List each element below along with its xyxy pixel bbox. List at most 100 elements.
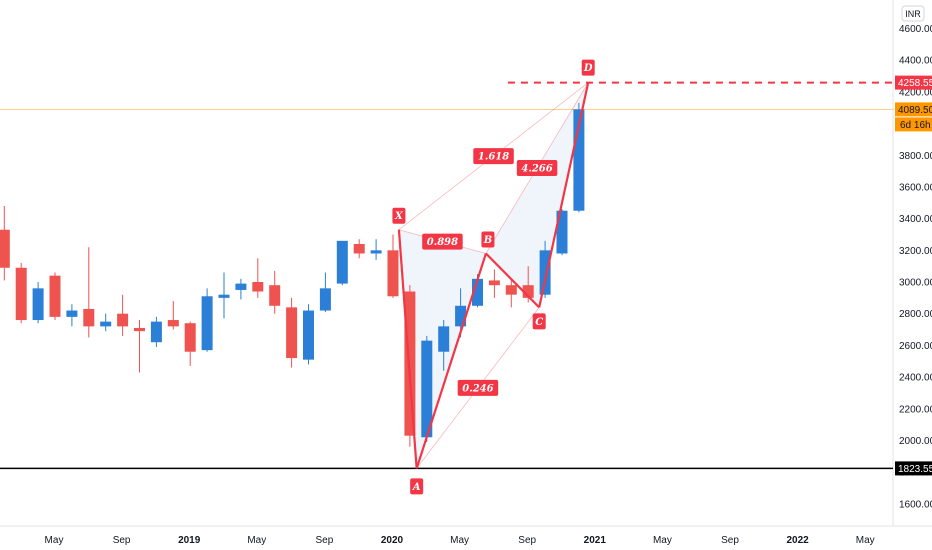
candle-body (134, 327, 145, 332)
price-tag-1823.55: 1823.55 (898, 464, 932, 475)
price-tag-4089.50: 4089.50 (898, 105, 932, 116)
candle-body (201, 296, 213, 351)
candle-body (117, 313, 129, 327)
candle-body (455, 305, 467, 327)
point-label-box (532, 313, 546, 330)
price-tick-label: 2400.00 (899, 373, 932, 384)
candle-body (573, 109, 585, 211)
price-tick-label: 4600.00 (899, 24, 932, 35)
point-label-box (392, 207, 406, 224)
point-label-X: X (394, 211, 404, 222)
candle-body (235, 283, 247, 290)
time-tick-label: May (247, 535, 266, 546)
countdown-box (895, 117, 932, 132)
time-tick-label: 2022 (786, 535, 809, 546)
candle-body (438, 326, 450, 352)
candle-body (387, 250, 399, 297)
time-tick-label: May (450, 535, 469, 546)
candle-body (421, 340, 433, 438)
candle-body (218, 294, 230, 298)
time-tick-label: Sep (316, 535, 334, 546)
price-tick-label: 2200.00 (899, 404, 932, 415)
time-tick-label: Sep (113, 535, 131, 546)
horizontal-lines (0, 81, 893, 470)
point-label-B: B (483, 235, 492, 246)
currency-badge (901, 5, 925, 22)
price-tick-label: 2800.00 (899, 309, 932, 320)
candle-body (336, 240, 348, 284)
point-label-A: A (412, 482, 421, 493)
leg-AB (415, 253, 487, 469)
currency-label: INR (905, 9, 921, 19)
candle-body (488, 280, 500, 286)
time-tick-label: May (45, 535, 64, 546)
time-tick-label: Sep (518, 535, 536, 546)
point-label-box (581, 59, 595, 76)
price-tag-box (895, 461, 932, 476)
ratio-label-box (473, 148, 514, 165)
countdown-label: 6d 16h (900, 120, 931, 131)
price-axis[interactable]: 1600.001800.002000.002200.002400.002600.… (895, 5, 932, 510)
price-tick-label: 3600.00 (899, 182, 932, 193)
point-label-C: C (535, 317, 543, 328)
price-tick-label: 2600.00 (899, 341, 932, 352)
candle-body (370, 250, 382, 254)
candle-body (319, 288, 331, 311)
price-tick-label: 4400.00 (899, 56, 932, 67)
point-label-box (410, 478, 424, 495)
ratio-label: 0.246 (462, 383, 493, 394)
time-tick-label: May (856, 535, 875, 546)
price-tick-label: 3800.00 (899, 151, 932, 162)
candle-body (49, 275, 61, 317)
price-tick-label: 3000.00 (899, 278, 932, 289)
time-axis[interactable]: May Sep 2019 May Sep 2020 May Sep 2021 May Sep 2022… (45, 535, 875, 546)
time-tick-label: 2021 (584, 535, 607, 546)
time-tick-label: May (653, 535, 672, 546)
candle-body (472, 278, 483, 306)
time-tick-label: 2019 (178, 535, 201, 546)
candle-body (556, 210, 568, 254)
plot-area (0, 0, 932, 527)
candle-body (184, 323, 196, 352)
time-tick-label: Sep (721, 535, 739, 546)
ratio-label-box (516, 160, 558, 177)
price-tag-box (895, 75, 932, 90)
price-tick-label: 3400.00 (899, 214, 932, 225)
leg-BC (485, 252, 540, 309)
candle-body (32, 288, 44, 321)
candle-body (286, 307, 298, 359)
ratio-label: 4.266 (521, 164, 552, 175)
price-tick-label: 4200.00 (899, 87, 932, 98)
ratio-label: 1.618 (478, 152, 509, 163)
ratio-label-box (422, 233, 463, 250)
candle-body (167, 320, 179, 327)
candle-body (539, 250, 551, 295)
candle-body (0, 229, 10, 268)
candle-body (303, 310, 314, 360)
candle-body (252, 282, 264, 292)
ratio-label: 0.898 (427, 237, 458, 248)
price-tag-4258.55: 4258.55 (898, 78, 932, 89)
leg-CD (538, 82, 590, 308)
price-tick-label: 2000.00 (899, 436, 932, 447)
candle-body (83, 308, 95, 327)
candle-body (505, 285, 517, 295)
candle-body (150, 321, 162, 343)
candle-body (353, 243, 365, 254)
price-tick-label: 3200.00 (899, 246, 932, 257)
candle-body (100, 321, 112, 327)
price-tick-label: 1600.00 (899, 499, 932, 510)
time-tick-label: 2020 (381, 535, 404, 546)
candle-body (15, 267, 27, 321)
candle-body (522, 285, 534, 298)
ratio-label-box (457, 379, 499, 396)
pattern-triangle-bcd (485, 82, 589, 308)
candle-body (269, 285, 281, 306)
price-tag-box (895, 102, 932, 117)
leg-XA (397, 229, 418, 469)
point-label-box (481, 231, 495, 248)
candle-body (66, 310, 78, 317)
harmonic-pattern: 0.898 0.246 1.618 4.266 X A B C D (392, 59, 595, 495)
point-label-D: D (583, 63, 593, 74)
